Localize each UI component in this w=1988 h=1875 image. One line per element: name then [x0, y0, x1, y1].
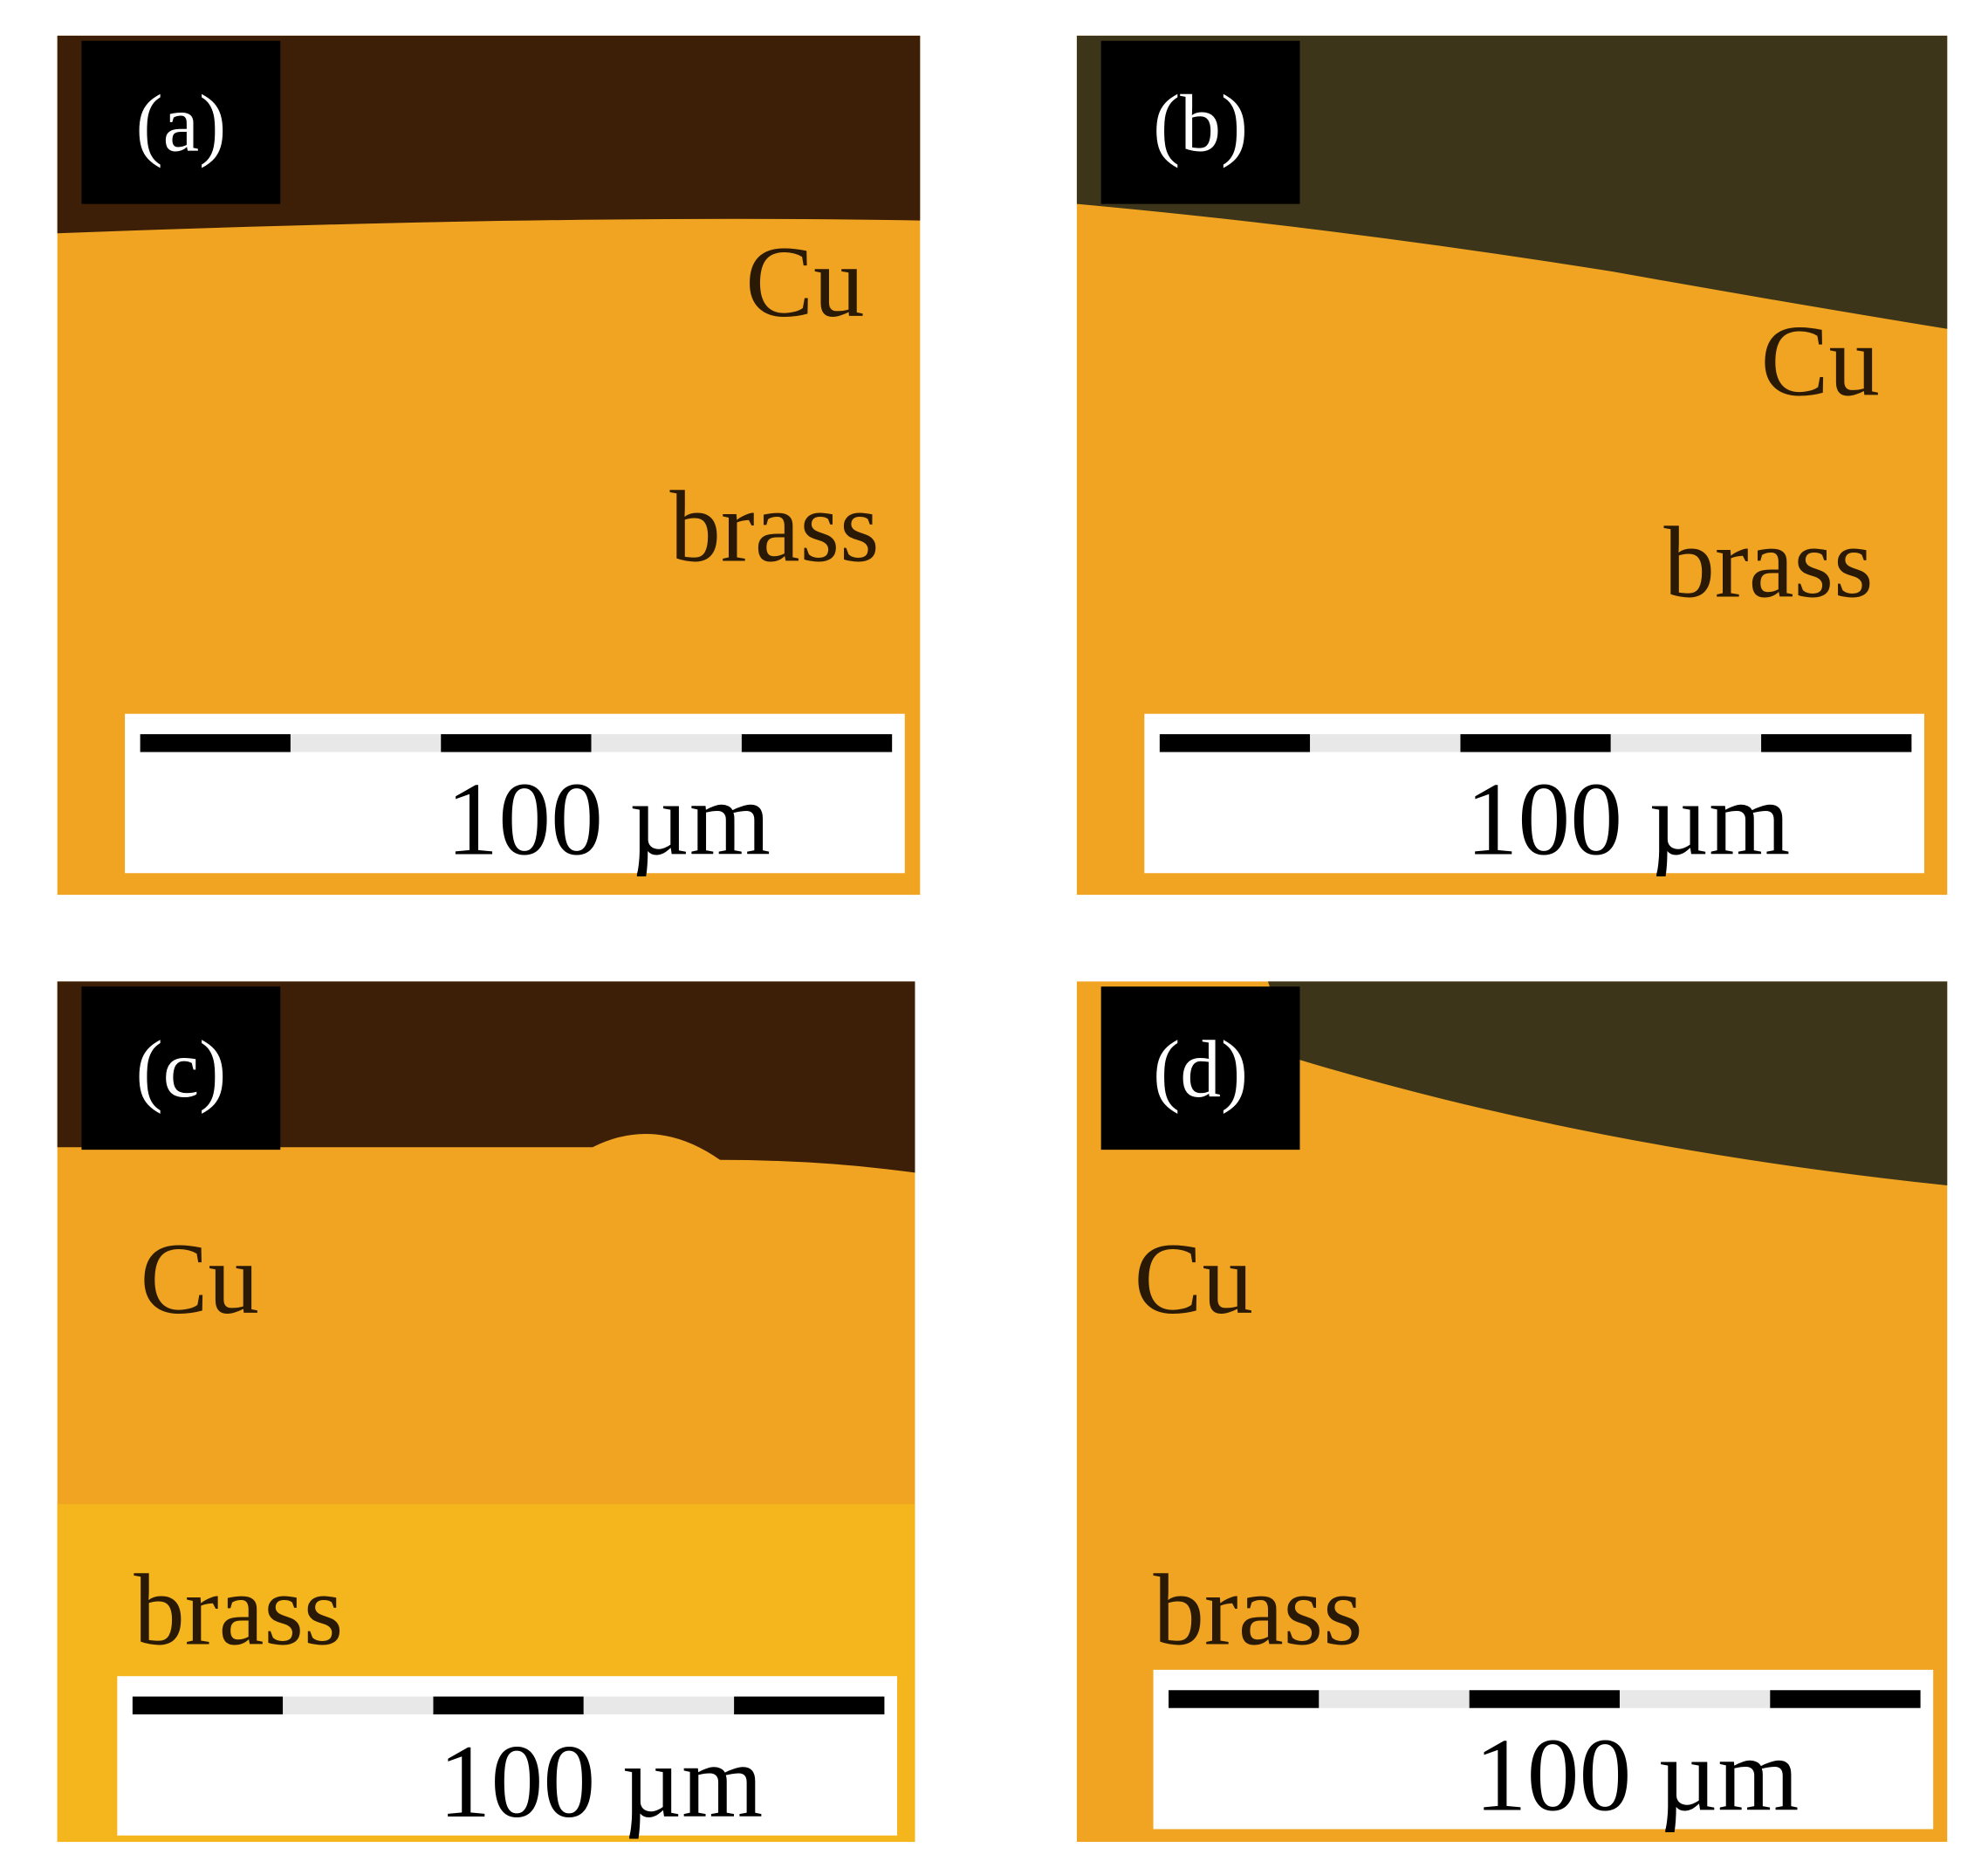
layer-label: brass: [1154, 1555, 1363, 1667]
micrograph-panel: (b) Cu brass 100 µm: [1076, 35, 1948, 896]
scale-bar-label: 100 µm: [1475, 1717, 1799, 1833]
scale-bar-segment: [1619, 1690, 1771, 1708]
scale-bar-segment: [734, 1696, 885, 1715]
scale-bar-label: 100 µm: [446, 760, 771, 876]
scale-bar-segment: [140, 734, 291, 752]
panel-label: (d): [1153, 1025, 1248, 1115]
scale-bar-segment: [290, 734, 442, 752]
scale-bar-segment: [1159, 734, 1311, 752]
scale-bar-segment: [1460, 734, 1611, 752]
scale-bar-segment: [741, 734, 893, 752]
micrograph-panel: (d) Cu brass 100 µm: [1076, 981, 1948, 1843]
scale-bar-segment: [1319, 1690, 1470, 1708]
scale-bar-segment: [583, 1696, 735, 1715]
scale-bar-segment: [1169, 1690, 1320, 1708]
layer-label: brass: [670, 471, 880, 584]
scale-bar-segment: [1770, 1690, 1921, 1708]
scale-bar-segment: [1761, 734, 1912, 752]
scale-bar-segment: [283, 1696, 434, 1715]
panel-label: (a): [136, 79, 227, 168]
micrograph-panel: (a) Cu brass 100 µm: [57, 35, 921, 896]
label-box: [81, 40, 281, 204]
scale-bar-segment: [591, 734, 742, 752]
layer-label: Cu: [1135, 1223, 1253, 1336]
layer-label: brass: [1664, 506, 1874, 619]
layer-label: Cu: [745, 226, 864, 339]
scale-bar-label: 100 µm: [1466, 760, 1791, 876]
panel-label: (c): [136, 1025, 227, 1115]
scale-bar-segment: [132, 1696, 284, 1715]
label-box: [81, 986, 281, 1150]
scale-bar-segment: [433, 1696, 584, 1715]
layer-label: Cu: [1761, 306, 1880, 418]
scale-bar-segment: [1610, 734, 1762, 752]
scale-bar-segment: [441, 734, 592, 752]
layer-label: Cu: [141, 1223, 259, 1336]
label-box: [1100, 40, 1300, 204]
scale-bar-label: 100 µm: [439, 1723, 764, 1839]
micrograph-panel: (c) Cu brass 100 µm: [57, 981, 915, 1843]
panel-label: (b): [1153, 79, 1248, 168]
label-box: [1100, 986, 1300, 1150]
scale-bar-segment: [1310, 734, 1461, 752]
scale-bar-segment: [1469, 1690, 1620, 1708]
layer-label: brass: [134, 1555, 343, 1667]
